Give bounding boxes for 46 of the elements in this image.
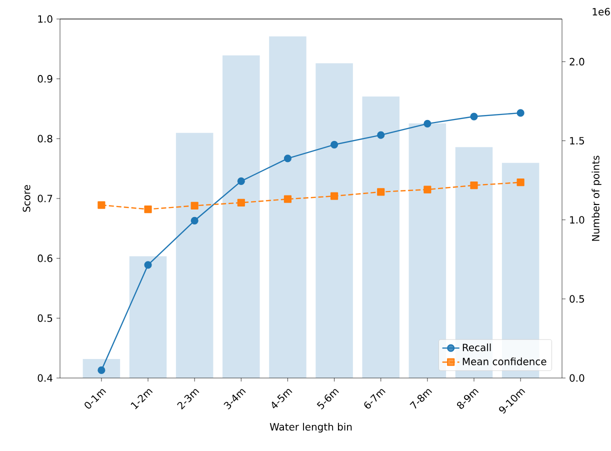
y-tick-label: 0.9 bbox=[38, 75, 52, 83]
point bbox=[424, 120, 432, 128]
y-tick-label: 0.7 bbox=[38, 194, 52, 202]
bar bbox=[176, 132, 214, 378]
point bbox=[516, 109, 524, 117]
y2-tick-label: 1.0 bbox=[570, 216, 584, 224]
y2-axis-title: Number of points bbox=[592, 156, 602, 241]
bar bbox=[362, 96, 400, 378]
point bbox=[330, 192, 338, 200]
y-tick-label: 0.5 bbox=[38, 314, 52, 322]
bar bbox=[222, 55, 260, 378]
bar bbox=[82, 359, 120, 378]
y-tick-label: 0.4 bbox=[38, 374, 52, 382]
point bbox=[330, 140, 338, 148]
point bbox=[470, 182, 478, 190]
legend-label: Mean confidence bbox=[462, 358, 546, 366]
point bbox=[377, 188, 385, 196]
y2-tick-label: 0.5 bbox=[570, 295, 584, 303]
point bbox=[377, 131, 385, 139]
y2-tick-label: 0.0 bbox=[570, 374, 584, 382]
y-tick-label: 0.8 bbox=[38, 134, 52, 142]
y2-tick-label: 1.5 bbox=[570, 137, 584, 144]
y-tick-label: 1.0 bbox=[38, 15, 52, 23]
bar bbox=[129, 256, 167, 378]
point bbox=[516, 178, 524, 186]
point bbox=[237, 177, 245, 185]
point bbox=[284, 195, 292, 203]
point bbox=[144, 205, 152, 214]
point bbox=[190, 216, 198, 224]
bar bbox=[408, 123, 446, 378]
y-tick-label: 0.6 bbox=[38, 254, 52, 262]
point bbox=[98, 366, 106, 374]
y-axis-title: Score bbox=[22, 185, 30, 212]
y2-tick-label: 2.0 bbox=[570, 58, 584, 66]
bar bbox=[269, 36, 306, 378]
point bbox=[98, 201, 106, 209]
legend-label: Recall bbox=[462, 344, 491, 352]
bar bbox=[316, 63, 353, 378]
point bbox=[144, 261, 152, 269]
point bbox=[470, 112, 478, 120]
x-axis-title: Water length bin bbox=[270, 422, 352, 433]
text: 1e6 bbox=[592, 8, 610, 16]
point bbox=[424, 186, 432, 194]
point bbox=[190, 202, 198, 210]
point bbox=[284, 154, 292, 162]
point bbox=[237, 198, 245, 206]
